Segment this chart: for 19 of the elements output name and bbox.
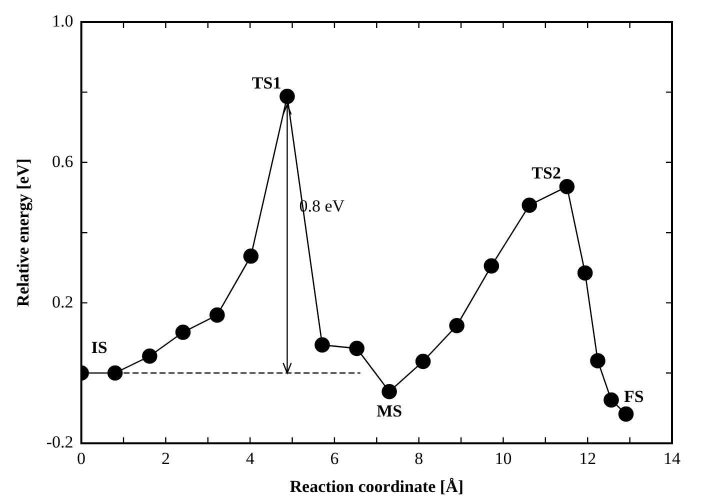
annotation: FS bbox=[624, 386, 644, 406]
y-axis-title: Relative energy [eV] bbox=[14, 158, 33, 307]
x-axis-title: Reaction coordinate [Å] bbox=[290, 477, 464, 496]
x-tick-label: 8 bbox=[414, 448, 424, 468]
y-tick-label: 0.6 bbox=[52, 152, 74, 171]
x-tick-label: 12 bbox=[579, 448, 596, 468]
annotation: MS bbox=[376, 401, 402, 420]
y-tick-label: 1.0 bbox=[52, 11, 74, 30]
annotation: IS bbox=[91, 338, 108, 357]
x-tick-label: 0 bbox=[77, 448, 86, 468]
x-tick-label: 10 bbox=[494, 448, 512, 468]
annotation: TS1 bbox=[252, 73, 282, 92]
y-tick-label: 0.2 bbox=[52, 292, 74, 312]
x-tick-label: 4 bbox=[246, 448, 255, 468]
y-tick-label: -0.2 bbox=[46, 432, 74, 452]
x-tick-label: 2 bbox=[161, 448, 170, 468]
annotation: TS2 bbox=[532, 164, 561, 183]
x-tick-label: 6 bbox=[330, 448, 339, 468]
x-tick-label: 14 bbox=[664, 448, 681, 468]
